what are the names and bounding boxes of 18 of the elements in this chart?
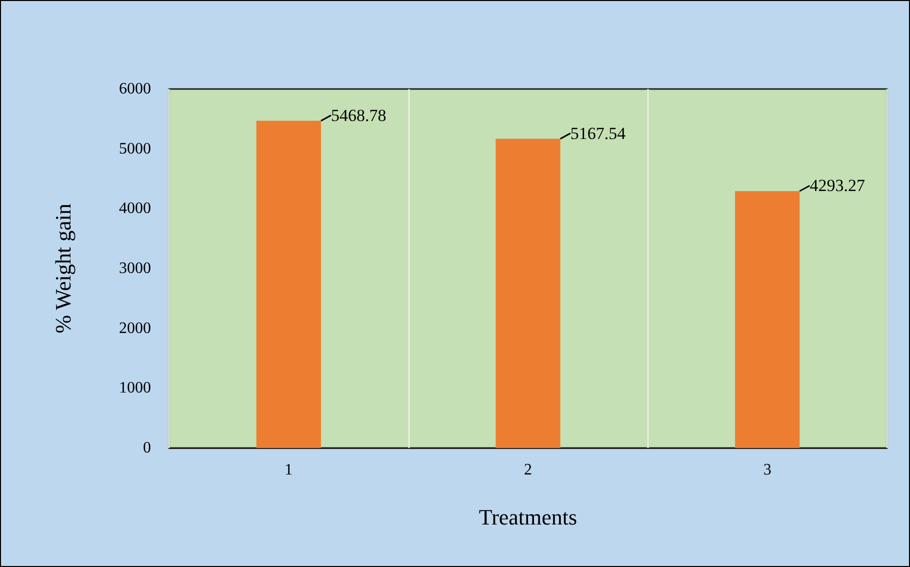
data-label: 4293.27 — [810, 176, 866, 196]
x-tick-label: 1 — [284, 462, 293, 478]
y-tick-label: 1000 — [119, 380, 151, 397]
bar — [256, 120, 321, 448]
y-tick-label: 2000 — [119, 320, 151, 337]
bar — [496, 138, 560, 448]
x-axis-title: Treatments — [478, 504, 578, 530]
y-tick-label: 5000 — [119, 140, 151, 158]
x-tick-label: 3 — [763, 462, 772, 478]
y-tick-label: 3000 — [119, 260, 151, 277]
bar — [735, 191, 800, 448]
data-label: 5167.54 — [570, 124, 626, 143]
x-tick-label: 2 — [524, 462, 532, 478]
y-axis-title: % Weight gain — [50, 204, 76, 334]
y-tick-label: 6000 — [119, 80, 151, 98]
y-tick-label: 0 — [143, 440, 151, 456]
data-label: 5468.78 — [331, 106, 386, 125]
y-tick-label: 4000 — [119, 200, 151, 218]
